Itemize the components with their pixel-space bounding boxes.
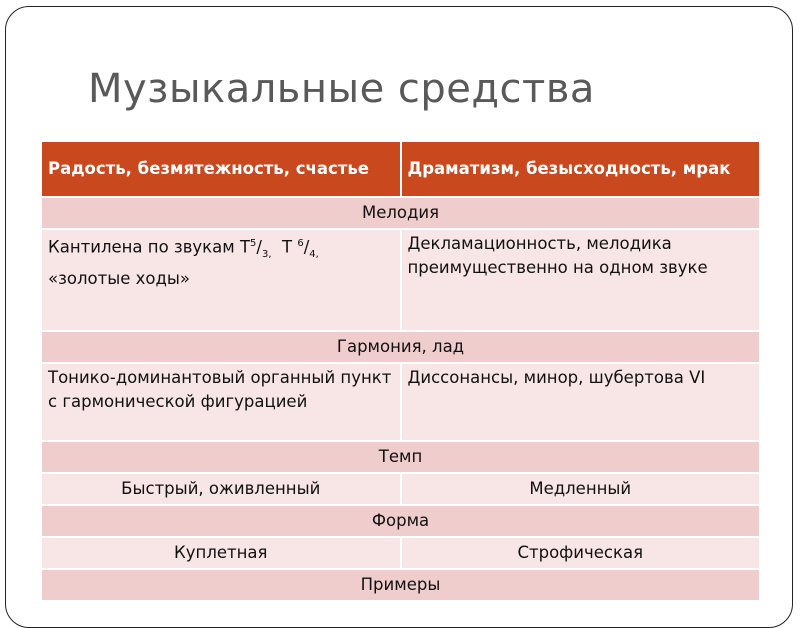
slide-title: Музыкальные средства [88, 66, 595, 112]
cell-left: Кантилена по звукам Т5/3, Т 6/4, «золотые… [40, 228, 402, 332]
cell-left: Тонико-доминантовый органный пункт с гар… [40, 362, 402, 442]
cell-left: Куплетная [40, 536, 402, 570]
cell-right: Строфическая [399, 536, 761, 570]
section-row: Мелодия [40, 196, 761, 230]
cell-text: Кантилена по звукам Т [48, 237, 251, 257]
superscript: 5 [250, 238, 257, 249]
cell-right: Медленный [399, 472, 761, 506]
comparison-table: Радость, безмятежность, счастье Драматиз… [40, 140, 761, 602]
section-row: Гармония, лад [40, 330, 761, 364]
section-label: Гармония, лад [40, 330, 761, 364]
table-row: Тонико-доминантовый органный пункт с гар… [40, 362, 761, 442]
table-row: Быстрый, оживленный Медленный [40, 472, 761, 506]
cell-text: Т [282, 237, 293, 257]
section-row: Форма [40, 504, 761, 538]
section-label: Форма [40, 504, 761, 538]
table-row: Кантилена по звукам Т5/3, Т 6/4, «золотые… [40, 228, 761, 332]
cell-text: «золотые ходы» [48, 268, 191, 288]
cell-left: Быстрый, оживленный [40, 472, 402, 506]
subscript: 3, [261, 248, 272, 260]
section-label: Примеры [40, 568, 761, 602]
cell-right: Диссонансы, минор, шубертова VI [399, 362, 761, 442]
superscript: 6 [297, 238, 304, 249]
section-label: Темп [40, 440, 761, 474]
header-left: Радость, безмятежность, счастье [40, 140, 402, 198]
section-row: Темп [40, 440, 761, 474]
cell-right: Декламационность, мелодика преимуществен… [399, 228, 761, 332]
table-row: Куплетная Строфическая [40, 536, 761, 570]
section-label: Мелодия [40, 196, 761, 230]
subscript: 4, [309, 248, 319, 260]
table-header-row: Радость, безмятежность, счастье Драматиз… [40, 140, 761, 198]
section-row: Примеры [40, 568, 761, 602]
header-right: Драматизм, безысходность, мрак [399, 140, 761, 198]
